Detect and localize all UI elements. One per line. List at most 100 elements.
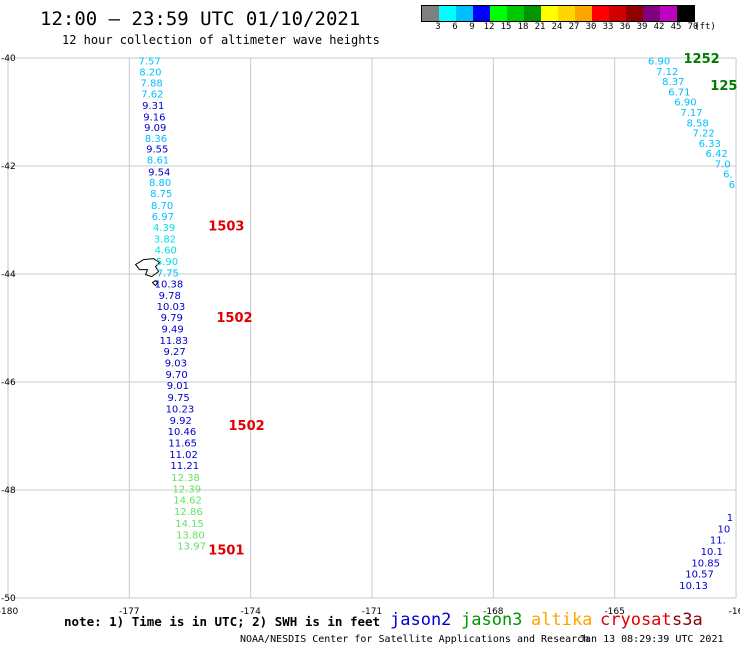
colorbar-label: 42 <box>653 22 665 32</box>
wave-height-value: 8.58 <box>686 118 708 129</box>
pass-time-label: 125 <box>710 79 737 94</box>
wave-height-value: 9.27 <box>163 347 185 358</box>
wave-height-value: 14.15 <box>175 519 204 530</box>
pass-time-label: 1503 <box>208 219 244 234</box>
colorbar-swatch <box>456 6 473 21</box>
lon-tick-label: -168 <box>483 607 504 617</box>
colorbar-label: 15 <box>500 22 512 32</box>
chatham-island-outline <box>134 258 161 278</box>
wave-height-value: 9.49 <box>161 325 183 336</box>
wave-height-value: 1 <box>727 513 733 524</box>
map-title: 12:00 — 23:59 UTC 01/10/2021 <box>40 8 361 30</box>
wave-height-value: 13.97 <box>177 542 206 553</box>
colorbar-label: 30 <box>585 22 597 32</box>
wave-height-value: 11.83 <box>160 336 189 347</box>
wave-height-value: 7.88 <box>140 78 162 89</box>
wave-height-value: 9.09 <box>144 123 166 134</box>
wave-height-value: 9.01 <box>167 381 189 392</box>
wave-height-value: 9.78 <box>159 291 181 302</box>
lon-tick-label: -180 <box>0 607 18 617</box>
credit-line: NOAA/NESDIS Center for Satellite Applica… <box>240 634 590 645</box>
wave-height-value: 7.22 <box>693 129 715 140</box>
legend-altika: altika <box>531 610 593 630</box>
wave-height-value: 12.38 <box>171 473 200 484</box>
colorbar-swatch <box>609 6 626 21</box>
lat-tick-label: -48 <box>1 486 16 496</box>
wave-height-value: 10.85 <box>691 558 720 569</box>
colorbar-swatch <box>660 6 677 21</box>
wave-height-value: 6 <box>729 180 735 191</box>
colorbar-swatch <box>592 6 609 21</box>
colorbar-swatch <box>643 6 660 21</box>
wave-height-value: 9.75 <box>168 393 190 404</box>
colorbar-swatch <box>541 6 558 21</box>
colorbar-swatch <box>575 6 592 21</box>
wave-height-value: 11. <box>710 536 726 547</box>
colorbar-label: 9 <box>469 22 475 32</box>
wave-height-value: 9.70 <box>166 370 188 381</box>
wave-height-value: 8.70 <box>151 201 173 212</box>
wave-height-value: 9.16 <box>143 112 165 123</box>
wave-height-value: 7.57 <box>138 57 160 68</box>
lat-tick-label: -50 <box>1 594 16 604</box>
lat-tick-label: -46 <box>1 378 16 388</box>
colorbar-label: 39 <box>636 22 648 32</box>
wave-height-value: 6.90 <box>674 98 696 109</box>
wave-height-value: 7.12 <box>656 67 678 78</box>
pass-time-label: 1501 <box>208 543 244 558</box>
pitt-island-outline <box>151 279 159 287</box>
units-note: note: 1) Time is in UTC; 2) SWH is in fe… <box>64 614 381 629</box>
wave-height-value: 11.21 <box>170 461 199 472</box>
colorbar-label: 36 <box>619 22 631 32</box>
wave-height-value: 10 <box>717 524 730 535</box>
wave-height-value: 6.71 <box>668 87 690 98</box>
wave-height-value: 10.03 <box>157 302 186 313</box>
wave-height-value: 11.02 <box>169 450 198 461</box>
wave-height-value: 12.39 <box>172 484 201 495</box>
wave-height-value: 10.1 <box>701 547 723 558</box>
colorbar-label: 33 <box>602 22 614 32</box>
colorbar-unit: (ft) <box>694 22 716 32</box>
wave-height-value: 3.82 <box>154 234 176 245</box>
colorbar-label: 45 <box>670 22 682 32</box>
wave-height-value: 9.55 <box>146 145 168 156</box>
colorbar-swatch <box>558 6 575 21</box>
legend-jason3: jason3 <box>461 610 523 630</box>
colorbar-swatch <box>439 6 456 21</box>
wave-height-value: 9.92 <box>170 416 192 427</box>
colorbar-swatch <box>626 6 643 21</box>
wave-height-value: 4.60 <box>155 246 177 257</box>
wave-height-value: 12.86 <box>174 507 203 518</box>
wave-height-colorbar <box>421 5 695 22</box>
wave-height-value: 9.79 <box>161 313 183 324</box>
colorbar-swatch <box>507 6 524 21</box>
lon-tick-label: -16 <box>729 607 740 617</box>
colorbar-label: 24 <box>551 22 563 32</box>
wave-height-value: 6.42 <box>705 149 727 160</box>
wave-height-value: 13.80 <box>176 530 205 541</box>
colorbar-label: 12 <box>483 22 495 32</box>
wave-height-value: 11.65 <box>168 438 197 449</box>
wave-height-value: 9.54 <box>148 167 170 178</box>
wave-height-value: 9.31 <box>142 101 164 112</box>
colorbar-label: 70 <box>687 22 699 32</box>
wave-height-value: 7.17 <box>680 108 702 119</box>
wave-height-value: 10.13 <box>679 581 708 592</box>
colorbar-label: 3 <box>435 22 441 32</box>
legend-s3a: s3a <box>672 610 703 630</box>
wave-height-value: 8.37 <box>662 77 684 88</box>
pass-time-label: 1502 <box>216 311 252 326</box>
lon-tick-label: -171 <box>362 607 382 617</box>
colorbar-swatch <box>677 6 694 21</box>
wave-height-value: 8.36 <box>145 134 167 145</box>
map-subtitle: 12 hour collection of altimeter wave hei… <box>62 33 380 47</box>
wave-height-value: 4.39 <box>153 223 175 234</box>
colorbar-swatch <box>422 6 439 21</box>
wave-height-value: 7.0 <box>715 159 731 170</box>
wave-height-value: 9.03 <box>165 359 187 370</box>
wave-height-value: 8.20 <box>139 68 161 79</box>
wave-height-value: 14.62 <box>173 496 202 507</box>
lat-tick-label: -42 <box>1 162 16 172</box>
wave-height-value: 7.62 <box>141 90 163 101</box>
